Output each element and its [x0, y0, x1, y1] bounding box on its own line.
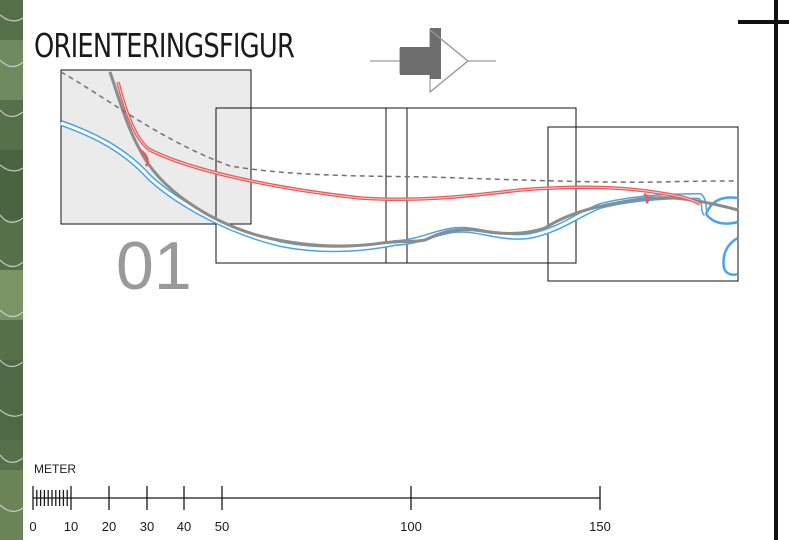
- sheet-frame-01: [60, 69, 252, 225]
- proposed-road-junction-west: [139, 148, 149, 167]
- sheet-frame-narrow: [385, 107, 408, 264]
- scale-tick-label: 30: [139, 519, 155, 534]
- scale-tick-label: 40: [176, 519, 192, 534]
- page-title: ORIENTERINGSFIGUR: [34, 26, 295, 65]
- proposed-road-junction-east: [643, 192, 650, 204]
- sheet-number-label: 01: [116, 228, 192, 304]
- scale-bar-unit: METER: [34, 462, 76, 476]
- drawing-frame-corner: [738, 20, 789, 24]
- scale-tick-label: 0: [29, 519, 37, 534]
- scale-tick-label: 50: [214, 519, 230, 534]
- existing-road: [108, 71, 739, 248]
- drawing-frame-border: [774, 0, 778, 540]
- sheet-frame-03: [547, 126, 739, 282]
- aerial-photo-strip: [0, 0, 23, 540]
- scale-tick-label: 20: [101, 519, 117, 534]
- scale-tick-label: 150: [589, 519, 611, 534]
- scale-bar: [32, 486, 601, 510]
- dashed-line: [60, 71, 739, 183]
- water-course-branch: [704, 196, 739, 276]
- direction-arrow-icon: [370, 28, 496, 94]
- scale-tick-label: 10: [63, 519, 79, 534]
- scale-tick-label: 100: [400, 519, 422, 534]
